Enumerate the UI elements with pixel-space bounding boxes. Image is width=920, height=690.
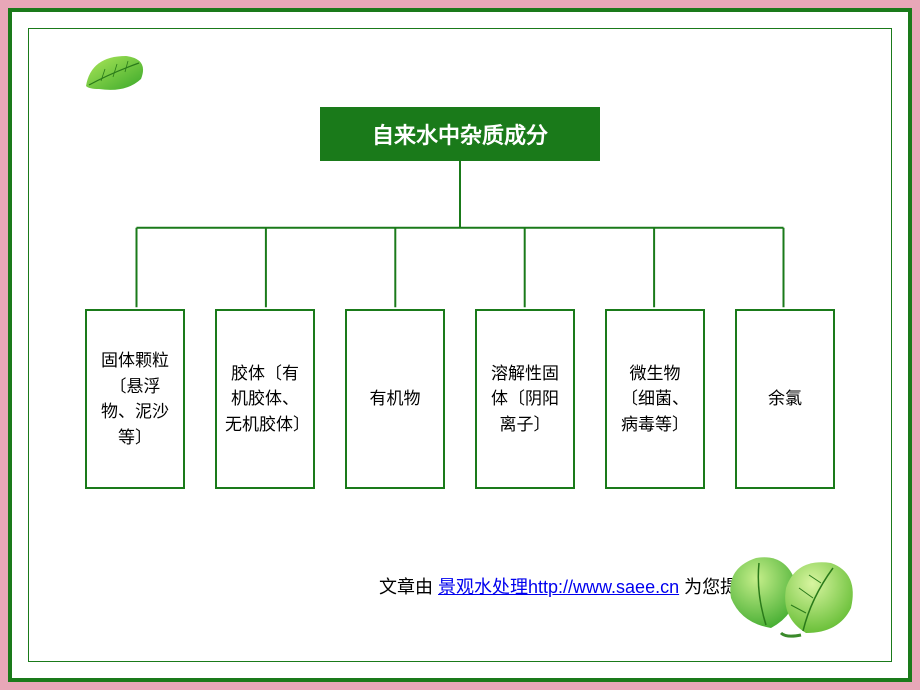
root-node: 自来水中杂质成分 [320, 107, 600, 161]
leaf-icon [81, 51, 151, 93]
child-node: 有机物 [345, 309, 445, 489]
inner-frame: 自来水中杂质成分 固体颗粒〔悬浮物、泥沙等〕 胶体〔有机胶体、无机胶体〕 有机物… [28, 28, 892, 662]
child-label: 微生物〔细菌、病毒等〕 [615, 361, 695, 438]
footer-link[interactable]: 景观水处理http://www.saee.cn [438, 577, 679, 597]
children-row: 固体颗粒〔悬浮物、泥沙等〕 胶体〔有机胶体、无机胶体〕 有机物 溶解性固体〔阴阳… [29, 309, 891, 489]
child-node: 微生物〔细菌、病毒等〕 [605, 309, 705, 489]
child-node: 胶体〔有机胶体、无机胶体〕 [215, 309, 315, 489]
child-node: 溶解性固体〔阴阳离子〕 [475, 309, 575, 489]
footer-attribution: 文章由 景观水处理http://www.saee.cn 为您提供 [379, 573, 756, 599]
child-label: 溶解性固体〔阴阳离子〕 [485, 361, 565, 438]
child-label: 有机物 [370, 386, 421, 412]
outer-frame: 自来水中杂质成分 固体颗粒〔悬浮物、泥沙等〕 胶体〔有机胶体、无机胶体〕 有机物… [8, 8, 912, 682]
child-node: 余氯 [735, 309, 835, 489]
child-label: 胶体〔有机胶体、无机胶体〕 [225, 361, 305, 438]
root-label: 自来水中杂质成分 [372, 118, 548, 150]
child-node: 固体颗粒〔悬浮物、泥沙等〕 [85, 309, 185, 489]
footer-prefix: 文章由 [379, 577, 438, 597]
child-label: 余氯 [768, 386, 802, 412]
child-label: 固体颗粒〔悬浮物、泥沙等〕 [95, 348, 175, 450]
leaves-icon [711, 533, 861, 643]
